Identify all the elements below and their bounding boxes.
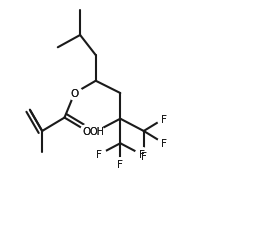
Circle shape xyxy=(91,125,103,138)
Text: F: F xyxy=(117,160,123,170)
Circle shape xyxy=(137,150,150,162)
Text: F: F xyxy=(139,150,145,160)
Text: F: F xyxy=(96,150,102,160)
Text: F: F xyxy=(141,151,147,161)
Text: F: F xyxy=(96,150,102,160)
Text: F: F xyxy=(141,151,147,161)
Text: O: O xyxy=(70,89,79,99)
Circle shape xyxy=(68,87,81,100)
Circle shape xyxy=(114,158,126,171)
Text: F: F xyxy=(117,160,123,170)
Text: F: F xyxy=(161,139,167,148)
Circle shape xyxy=(135,148,148,161)
Text: O: O xyxy=(83,126,91,136)
Text: F: F xyxy=(161,114,167,124)
Text: F: F xyxy=(139,150,145,160)
Text: O: O xyxy=(83,126,91,136)
Circle shape xyxy=(157,137,170,150)
Text: O: O xyxy=(70,89,79,99)
Text: F: F xyxy=(161,114,167,124)
Circle shape xyxy=(93,148,105,161)
Circle shape xyxy=(157,113,170,125)
Text: OH: OH xyxy=(89,126,104,136)
Text: OH: OH xyxy=(89,126,104,136)
Text: F: F xyxy=(161,139,167,148)
Circle shape xyxy=(81,125,93,138)
